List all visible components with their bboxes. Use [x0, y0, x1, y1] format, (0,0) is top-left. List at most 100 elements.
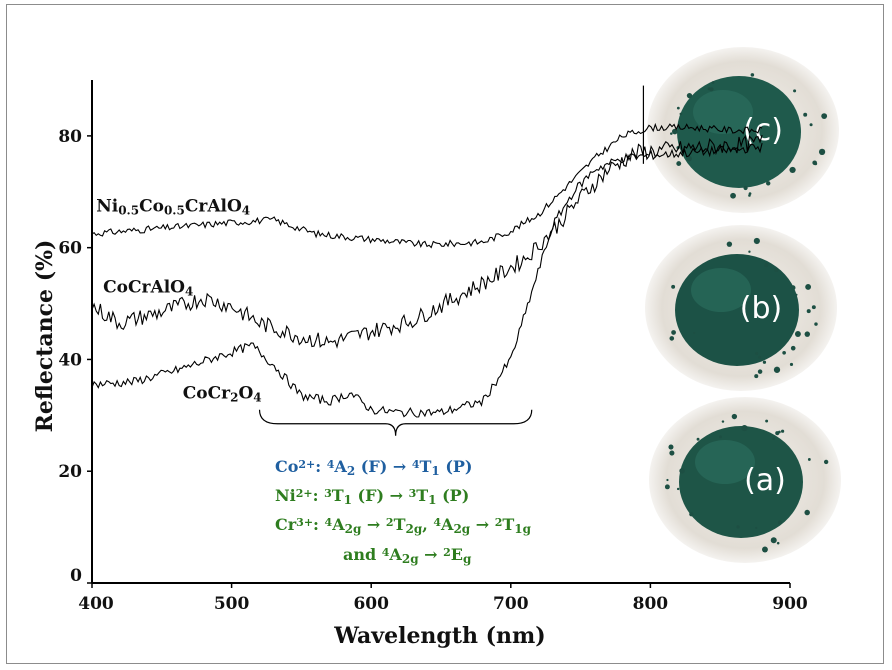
powder-speck — [686, 92, 693, 99]
absorption-brace — [258, 409, 533, 436]
axes: 400 500 600 700 800 900 0 20 40 60 80 — [58, 80, 808, 614]
x-axis-label: Wavelength (nm) — [333, 623, 545, 649]
powder-speck — [669, 336, 675, 341]
powder-speck — [731, 413, 738, 420]
transition-annotation-1-part: : — [313, 486, 324, 505]
transition-annotation-2-part: 2g — [345, 522, 362, 536]
powder-speck — [755, 526, 758, 530]
transition-annotation-3-part: 2g — [402, 552, 419, 566]
powder-speck — [776, 541, 780, 545]
transition-annotation-0-part: 4 — [412, 458, 420, 471]
powder-speck — [807, 458, 811, 461]
powder-highlight — [691, 268, 751, 312]
photo-label: (c) — [743, 113, 783, 148]
powder-speck — [743, 185, 748, 191]
series-label-0-part: 0.5 — [118, 203, 139, 217]
powder-speck — [809, 123, 813, 127]
transition-annotation-1-part: Ni — [275, 486, 296, 505]
powder-speck — [753, 237, 760, 245]
powder-speck — [814, 322, 818, 326]
transition-annotation-2: Cr3+: 4A2g → 2T2g, 4A2g → 2T1g — [275, 515, 532, 536]
powder-speck — [793, 89, 797, 93]
transition-annotation-1: Ni2+: 3T1 (F) → 3T1 (P) — [275, 486, 469, 507]
powder-speck — [804, 509, 810, 516]
powder-speck — [774, 267, 779, 273]
powder-speck — [770, 537, 777, 544]
powder-speck — [777, 520, 782, 525]
series-line-1 — [91, 134, 763, 349]
powder-speck — [693, 331, 696, 335]
powder-speck — [741, 424, 748, 432]
transition-annotation-2-part: 2g — [405, 522, 422, 536]
y-tick-label: 80 — [58, 127, 82, 147]
transition-annotation-1-part: 3 — [409, 487, 417, 500]
powder-speck — [758, 355, 762, 359]
powder-speck — [671, 284, 676, 289]
powder-speck — [811, 305, 816, 310]
series-label-2-part: 4 — [253, 391, 261, 405]
powder-speck — [814, 162, 818, 166]
transition-annotation-0-part: (P) — [440, 457, 473, 476]
y-axis-label: Reflectance (%) — [32, 240, 58, 433]
powder-speck — [773, 366, 781, 373]
powder-speck — [672, 128, 678, 135]
y-tick-label: 40 — [58, 350, 82, 370]
powder-speck — [754, 374, 759, 379]
powder-speck — [805, 284, 812, 290]
powder-speck — [748, 250, 751, 253]
powder-speck — [772, 437, 775, 441]
powder-speck — [803, 112, 808, 117]
transition-annotation-3-part: 2 — [443, 546, 451, 559]
powder-speck — [789, 166, 796, 174]
transition-annotation-0-part: T — [419, 457, 431, 476]
powder-speck — [707, 87, 711, 91]
powder-speck — [666, 478, 669, 482]
transition-annotation-2-part: : — [313, 515, 324, 534]
powder-speck — [748, 194, 751, 197]
transition-annotation-1-part: 3 — [324, 487, 332, 500]
powder-speck — [778, 430, 781, 434]
powder-speck — [668, 444, 674, 450]
powder-speck — [782, 350, 786, 355]
powder-speck — [804, 331, 810, 337]
series-line-2 — [91, 142, 763, 418]
transition-annotation-2-part: 1g — [514, 522, 531, 536]
powder-speck — [762, 546, 768, 553]
transition-annotation-3-part: g — [463, 552, 472, 566]
transition-annotation-2-part: , — [422, 515, 433, 534]
powder-speck — [764, 263, 769, 268]
transition-annotation-0-part: 1 — [431, 464, 439, 478]
powder-speck — [696, 437, 700, 441]
transition-annotation-2-part: 2g — [453, 522, 470, 536]
transition-annotation-0-part: 4 — [327, 458, 335, 471]
powder-speck — [762, 360, 767, 364]
x-tick-label: 900 — [772, 594, 808, 614]
sample-photo-b: (b) — [645, 225, 837, 391]
powder-speck — [789, 362, 794, 367]
sample-photos: (c) (b) (a) — [645, 47, 841, 563]
powder-speck — [790, 345, 796, 351]
powder-speck — [765, 419, 769, 423]
y-tick-label: 20 — [58, 462, 82, 482]
powder-speck — [671, 330, 676, 335]
y-tick-label: 0 — [70, 566, 82, 586]
x-tick-label: 500 — [214, 594, 250, 614]
powder-highlight — [693, 90, 753, 134]
transition-annotation-2-part: 2 — [386, 516, 394, 529]
powder-highlight — [695, 440, 755, 484]
transition-annotation-0: Co2+: 4A2 (F) → 4T1 (P) — [275, 457, 473, 478]
photo-label: (b) — [740, 291, 782, 326]
transition-annotation-2-part: A — [331, 515, 345, 534]
powder-speck — [821, 113, 828, 119]
transition-annotation-3-part: A — [388, 545, 402, 564]
transition-annotation-1-part: 1 — [428, 493, 436, 507]
x-tick-label: 600 — [353, 594, 389, 614]
powder-speck — [670, 132, 673, 135]
powder-speck — [795, 293, 798, 296]
transition-annotation-1-part: (P) — [437, 486, 470, 505]
powder-speck — [676, 106, 680, 110]
powder-speck — [781, 429, 785, 433]
sample-photo-a: (a) — [649, 397, 841, 563]
